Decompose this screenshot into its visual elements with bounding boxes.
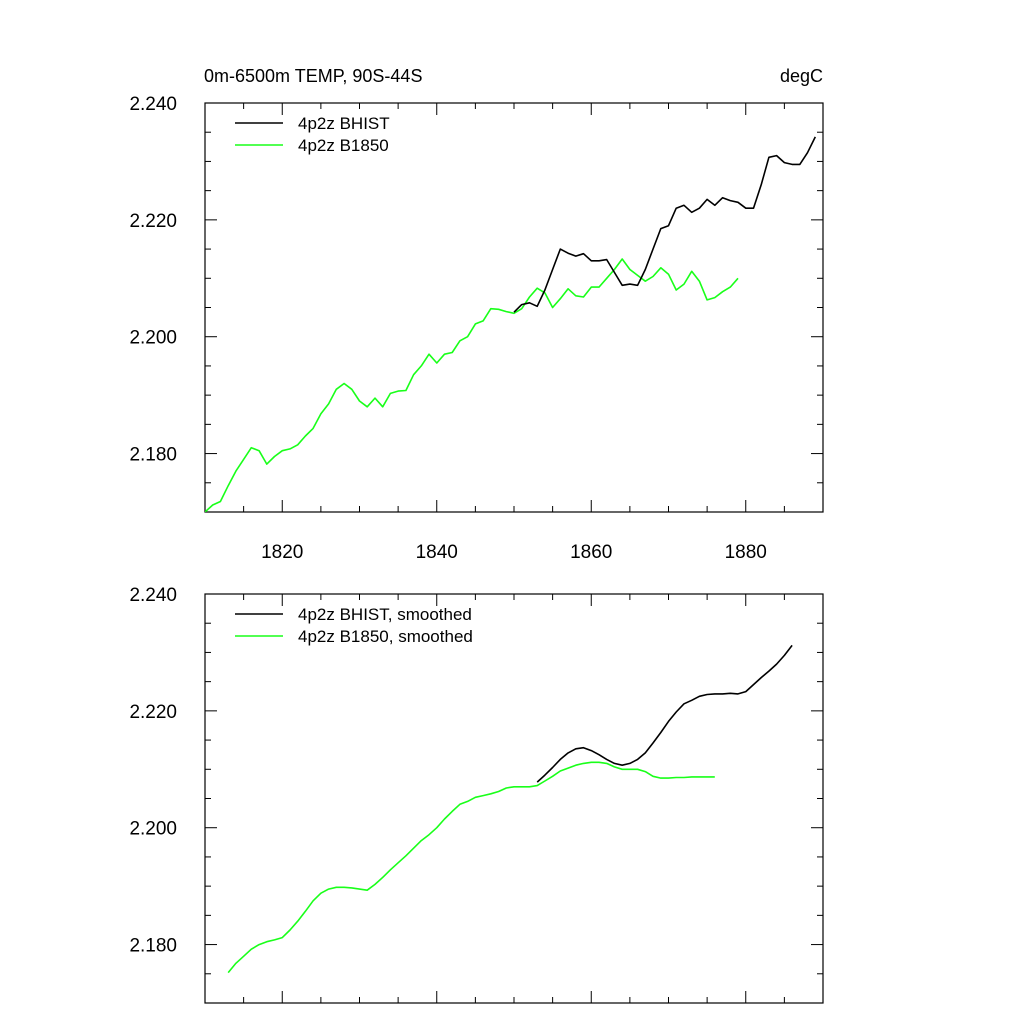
- y-tick-label: 2.220: [129, 702, 177, 723]
- x-tick-label: 1880: [725, 542, 767, 563]
- chart-units: degC: [780, 66, 823, 86]
- x-tick-label: 1840: [416, 542, 458, 563]
- series-line-4p2z-b1850: [205, 258, 739, 512]
- y-tick-label: 2.180: [129, 936, 177, 957]
- legend-label: 4p2z BHIST: [298, 114, 390, 133]
- legend-label: 4p2z BHIST, smoothed: [298, 605, 472, 624]
- plot-frame: [204, 593, 824, 1004]
- legend-label: 4p2z B1850: [298, 136, 389, 155]
- legend-label: 4p2z B1850, smoothed: [298, 627, 473, 646]
- x-tick-label: 1820: [261, 542, 303, 563]
- top-panel: 1820 1840 1860 1880 2.180 2.200 2.220 2.240 4p2z…: [129, 94, 824, 563]
- bottom-panel: 2.180 2.200 2.220 2.240 4p2z BHIST, smoothed…: [129, 585, 824, 1004]
- y-tick-label: 2.240: [129, 94, 177, 115]
- series-line-4p2z-bhist-smoothed: [536, 644, 793, 783]
- series-line-4p2z-b1850-smoothed: [227, 761, 715, 974]
- y-tick-label: 2.240: [129, 585, 177, 606]
- y-tick-label: 2.220: [129, 211, 177, 232]
- y-tick-label: 2.200: [129, 819, 177, 840]
- series-line-4p2z-bhist: [513, 136, 817, 313]
- plot-frame: [204, 102, 824, 513]
- chart-title: 0m-6500m TEMP, 90S-44S: [204, 66, 422, 86]
- y-tick-label: 2.200: [129, 328, 177, 349]
- y-tick-label: 2.180: [129, 445, 177, 466]
- x-tick-label: 1860: [570, 542, 612, 563]
